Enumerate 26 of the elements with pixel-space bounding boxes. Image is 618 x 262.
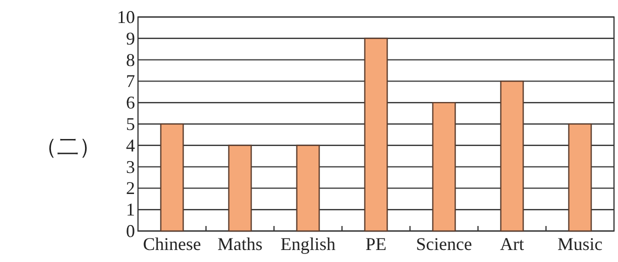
y-tick-label: 2 xyxy=(126,178,135,198)
x-tick-label: Maths xyxy=(218,234,262,254)
y-tick-label: 10 xyxy=(117,7,135,27)
y-tick-label: 3 xyxy=(126,156,135,177)
bar xyxy=(228,144,252,232)
x-tick-label: Art xyxy=(500,234,524,254)
x-tick-label: English xyxy=(280,234,336,254)
y-tick-label: 7 xyxy=(126,71,135,92)
y-axis-title: （二） xyxy=(35,134,101,159)
y-tick-label: 4 xyxy=(126,135,135,156)
y-tick-label: 9 xyxy=(126,28,135,48)
bar xyxy=(296,144,320,232)
bar xyxy=(364,38,388,232)
bar xyxy=(160,123,184,232)
y-tick-label: 6 xyxy=(126,92,135,113)
y-tick-label: 1 xyxy=(126,200,135,220)
bar xyxy=(500,80,524,232)
x-tick-label: Science xyxy=(416,234,472,254)
x-tick-label: Music xyxy=(558,234,603,254)
bar xyxy=(432,102,456,232)
x-tick-label: Chinese xyxy=(143,234,201,254)
y-tick-label: 0 xyxy=(126,221,135,241)
x-tick-label: PE xyxy=(365,234,387,254)
y-tick-label: 5 xyxy=(126,114,135,134)
y-tick-label: 8 xyxy=(126,50,135,70)
bar xyxy=(568,123,592,232)
